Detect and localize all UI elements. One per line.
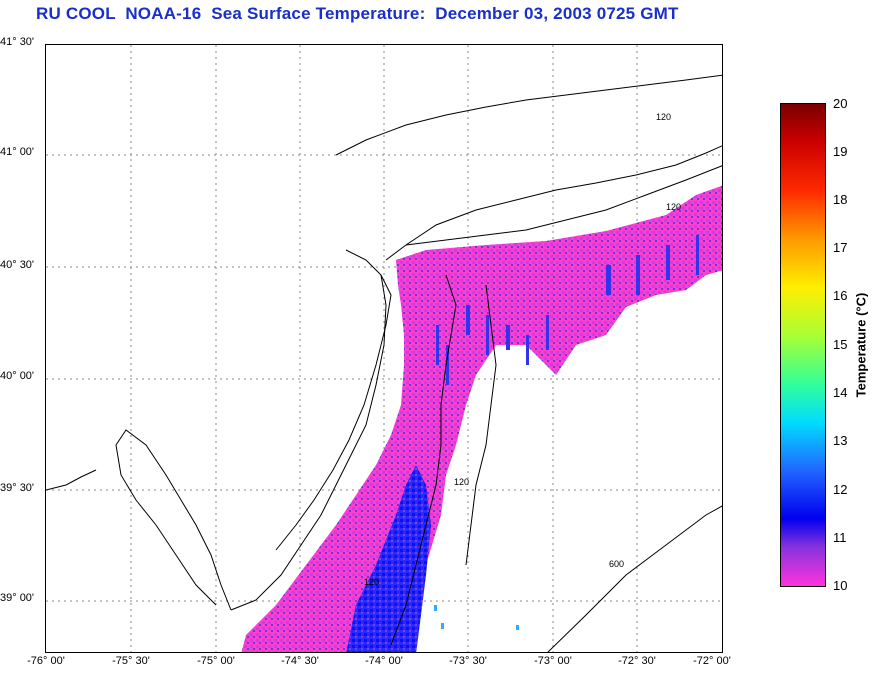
lat-label: 41° 30' (0, 36, 35, 48)
lat-label: 40° 30' (0, 259, 35, 271)
temperature-colorbar (780, 103, 826, 587)
lat-label: 39° 00' (0, 592, 35, 604)
map-title: RU COOL NOAA-16 Sea Surface Temperature:… (36, 4, 679, 23)
colorbar-tick: 13 (833, 433, 848, 448)
lon-label: -74° 30' (281, 655, 319, 667)
colorbar-tick: 18 (833, 192, 848, 207)
contour-label: 120 (454, 477, 469, 487)
lon-label: -75° 00' (197, 655, 235, 667)
contour-label: 600 (609, 559, 624, 569)
sst-field (241, 185, 722, 652)
colorbar-tick: 16 (833, 288, 848, 303)
colorbar-tick: 14 (833, 385, 848, 400)
colorbar-label: Temperature (°C) (853, 292, 869, 398)
colorbar-tick: 19 (833, 144, 848, 159)
sst-map[interactable]: 120 120 120 120 600 (45, 44, 723, 653)
colorbar-tick: 11 (833, 530, 847, 545)
lon-label: -73° 30' (449, 655, 487, 667)
colorbar-tick: 20 (833, 96, 848, 111)
colorbar-tick: 17 (833, 240, 848, 255)
lon-label: -72° 30' (618, 655, 656, 667)
lon-label: -76° 00' (27, 655, 65, 667)
contour-label: 120 (364, 577, 379, 587)
colorbar-tick: 10 (833, 578, 848, 593)
lat-label: 41° 00' (0, 146, 35, 158)
map-canvas: 120 120 120 120 600 (46, 45, 722, 652)
contour-label: 120 (656, 112, 671, 122)
lat-label: 39° 30' (0, 482, 35, 494)
lon-label: -72° 00' (693, 655, 731, 667)
colorbar-tick: 12 (833, 482, 848, 497)
colorbar-tick: 15 (833, 337, 848, 352)
contour-label: 120 (666, 202, 681, 212)
lon-label: -75° 30' (112, 655, 150, 667)
lat-label: 40° 00' (0, 370, 35, 382)
lon-label: -74° 00' (365, 655, 403, 667)
lon-label: -73° 00' (534, 655, 572, 667)
coastline (46, 74, 722, 652)
